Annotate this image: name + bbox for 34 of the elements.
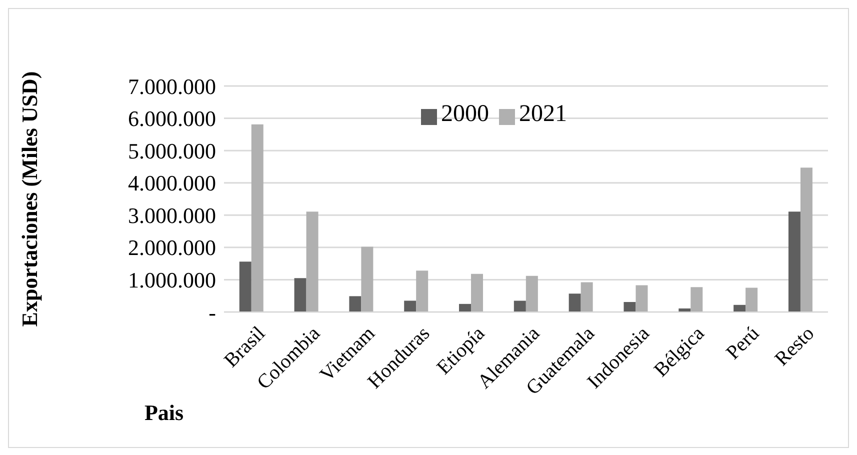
y-tick-label: 3.000.000	[128, 202, 216, 228]
y-tick-label: 1.000.000	[128, 268, 216, 293]
y-tick-label: 7.000.000	[128, 74, 216, 99]
bar	[239, 262, 252, 312]
bar	[690, 287, 703, 312]
bar	[306, 212, 318, 312]
y-tick-label: 4.000.000	[128, 170, 216, 196]
bar	[788, 212, 800, 312]
bar	[349, 296, 362, 312]
bar	[568, 294, 581, 312]
bar	[746, 288, 758, 312]
bar	[361, 246, 374, 312]
bar	[294, 278, 306, 312]
bar	[580, 282, 593, 312]
bar	[416, 270, 428, 312]
x-tick-label: Perú	[722, 322, 764, 364]
y-tick-label: 6.000.000	[128, 106, 216, 132]
bar	[514, 300, 526, 312]
legend-label: 2000	[441, 101, 489, 127]
y-tick-label: 5.000.000	[128, 138, 216, 164]
y-tick-label: -	[208, 300, 216, 325]
bar	[800, 168, 812, 312]
bar	[251, 124, 264, 312]
bar	[624, 302, 636, 312]
x-axis-title: Pais	[144, 400, 184, 425]
legend-label: 2021	[519, 101, 567, 127]
bar	[526, 276, 538, 312]
y-axis-title: Exportaciones (Miles USD)	[16, 71, 42, 327]
bar	[404, 300, 416, 312]
y-tick-label: 2.000.000	[128, 235, 216, 260]
bar	[636, 285, 648, 312]
bar	[471, 274, 484, 312]
bar	[734, 304, 746, 312]
bar	[459, 304, 472, 312]
